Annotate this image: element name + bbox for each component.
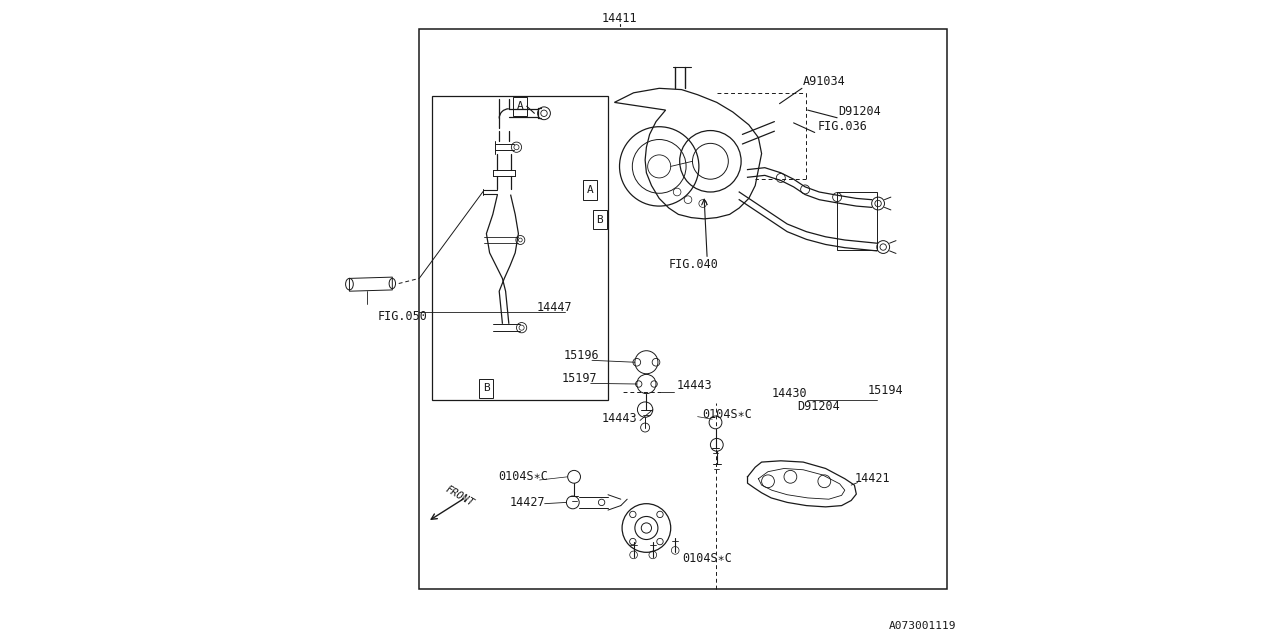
Bar bbox=[420, 29, 947, 589]
Text: A91034: A91034 bbox=[804, 76, 846, 88]
Text: 0104S∗C: 0104S∗C bbox=[682, 552, 732, 564]
Text: A073001119: A073001119 bbox=[888, 621, 956, 631]
Bar bbox=[433, 96, 608, 400]
Text: FIG.036: FIG.036 bbox=[818, 120, 868, 132]
Text: 15196: 15196 bbox=[563, 349, 599, 362]
Text: 14447: 14447 bbox=[536, 301, 572, 314]
Text: 0104S∗C: 0104S∗C bbox=[703, 408, 753, 420]
Text: 15197: 15197 bbox=[562, 372, 598, 385]
Text: 14427: 14427 bbox=[509, 496, 545, 509]
Text: 14443: 14443 bbox=[602, 412, 637, 425]
Bar bbox=[512, 97, 527, 116]
Text: FIG.050: FIG.050 bbox=[378, 310, 428, 323]
Text: A: A bbox=[516, 101, 524, 111]
Text: 14430: 14430 bbox=[772, 387, 808, 400]
Bar bbox=[480, 379, 494, 398]
Text: 14421: 14421 bbox=[855, 472, 890, 485]
Text: D91204: D91204 bbox=[796, 400, 840, 413]
Text: 15194: 15194 bbox=[868, 384, 904, 397]
Bar bbox=[593, 210, 607, 229]
Text: 14443: 14443 bbox=[677, 379, 713, 392]
Bar bbox=[837, 192, 877, 250]
Text: A: A bbox=[586, 185, 594, 195]
Text: D91204: D91204 bbox=[838, 105, 881, 118]
Text: B: B bbox=[596, 214, 603, 225]
Text: 14411: 14411 bbox=[602, 12, 637, 25]
Bar bbox=[584, 180, 596, 200]
Text: B: B bbox=[483, 383, 490, 394]
Text: FRONT: FRONT bbox=[443, 484, 476, 508]
Text: 0104S∗C: 0104S∗C bbox=[498, 470, 548, 483]
Text: FIG.040: FIG.040 bbox=[668, 258, 718, 271]
